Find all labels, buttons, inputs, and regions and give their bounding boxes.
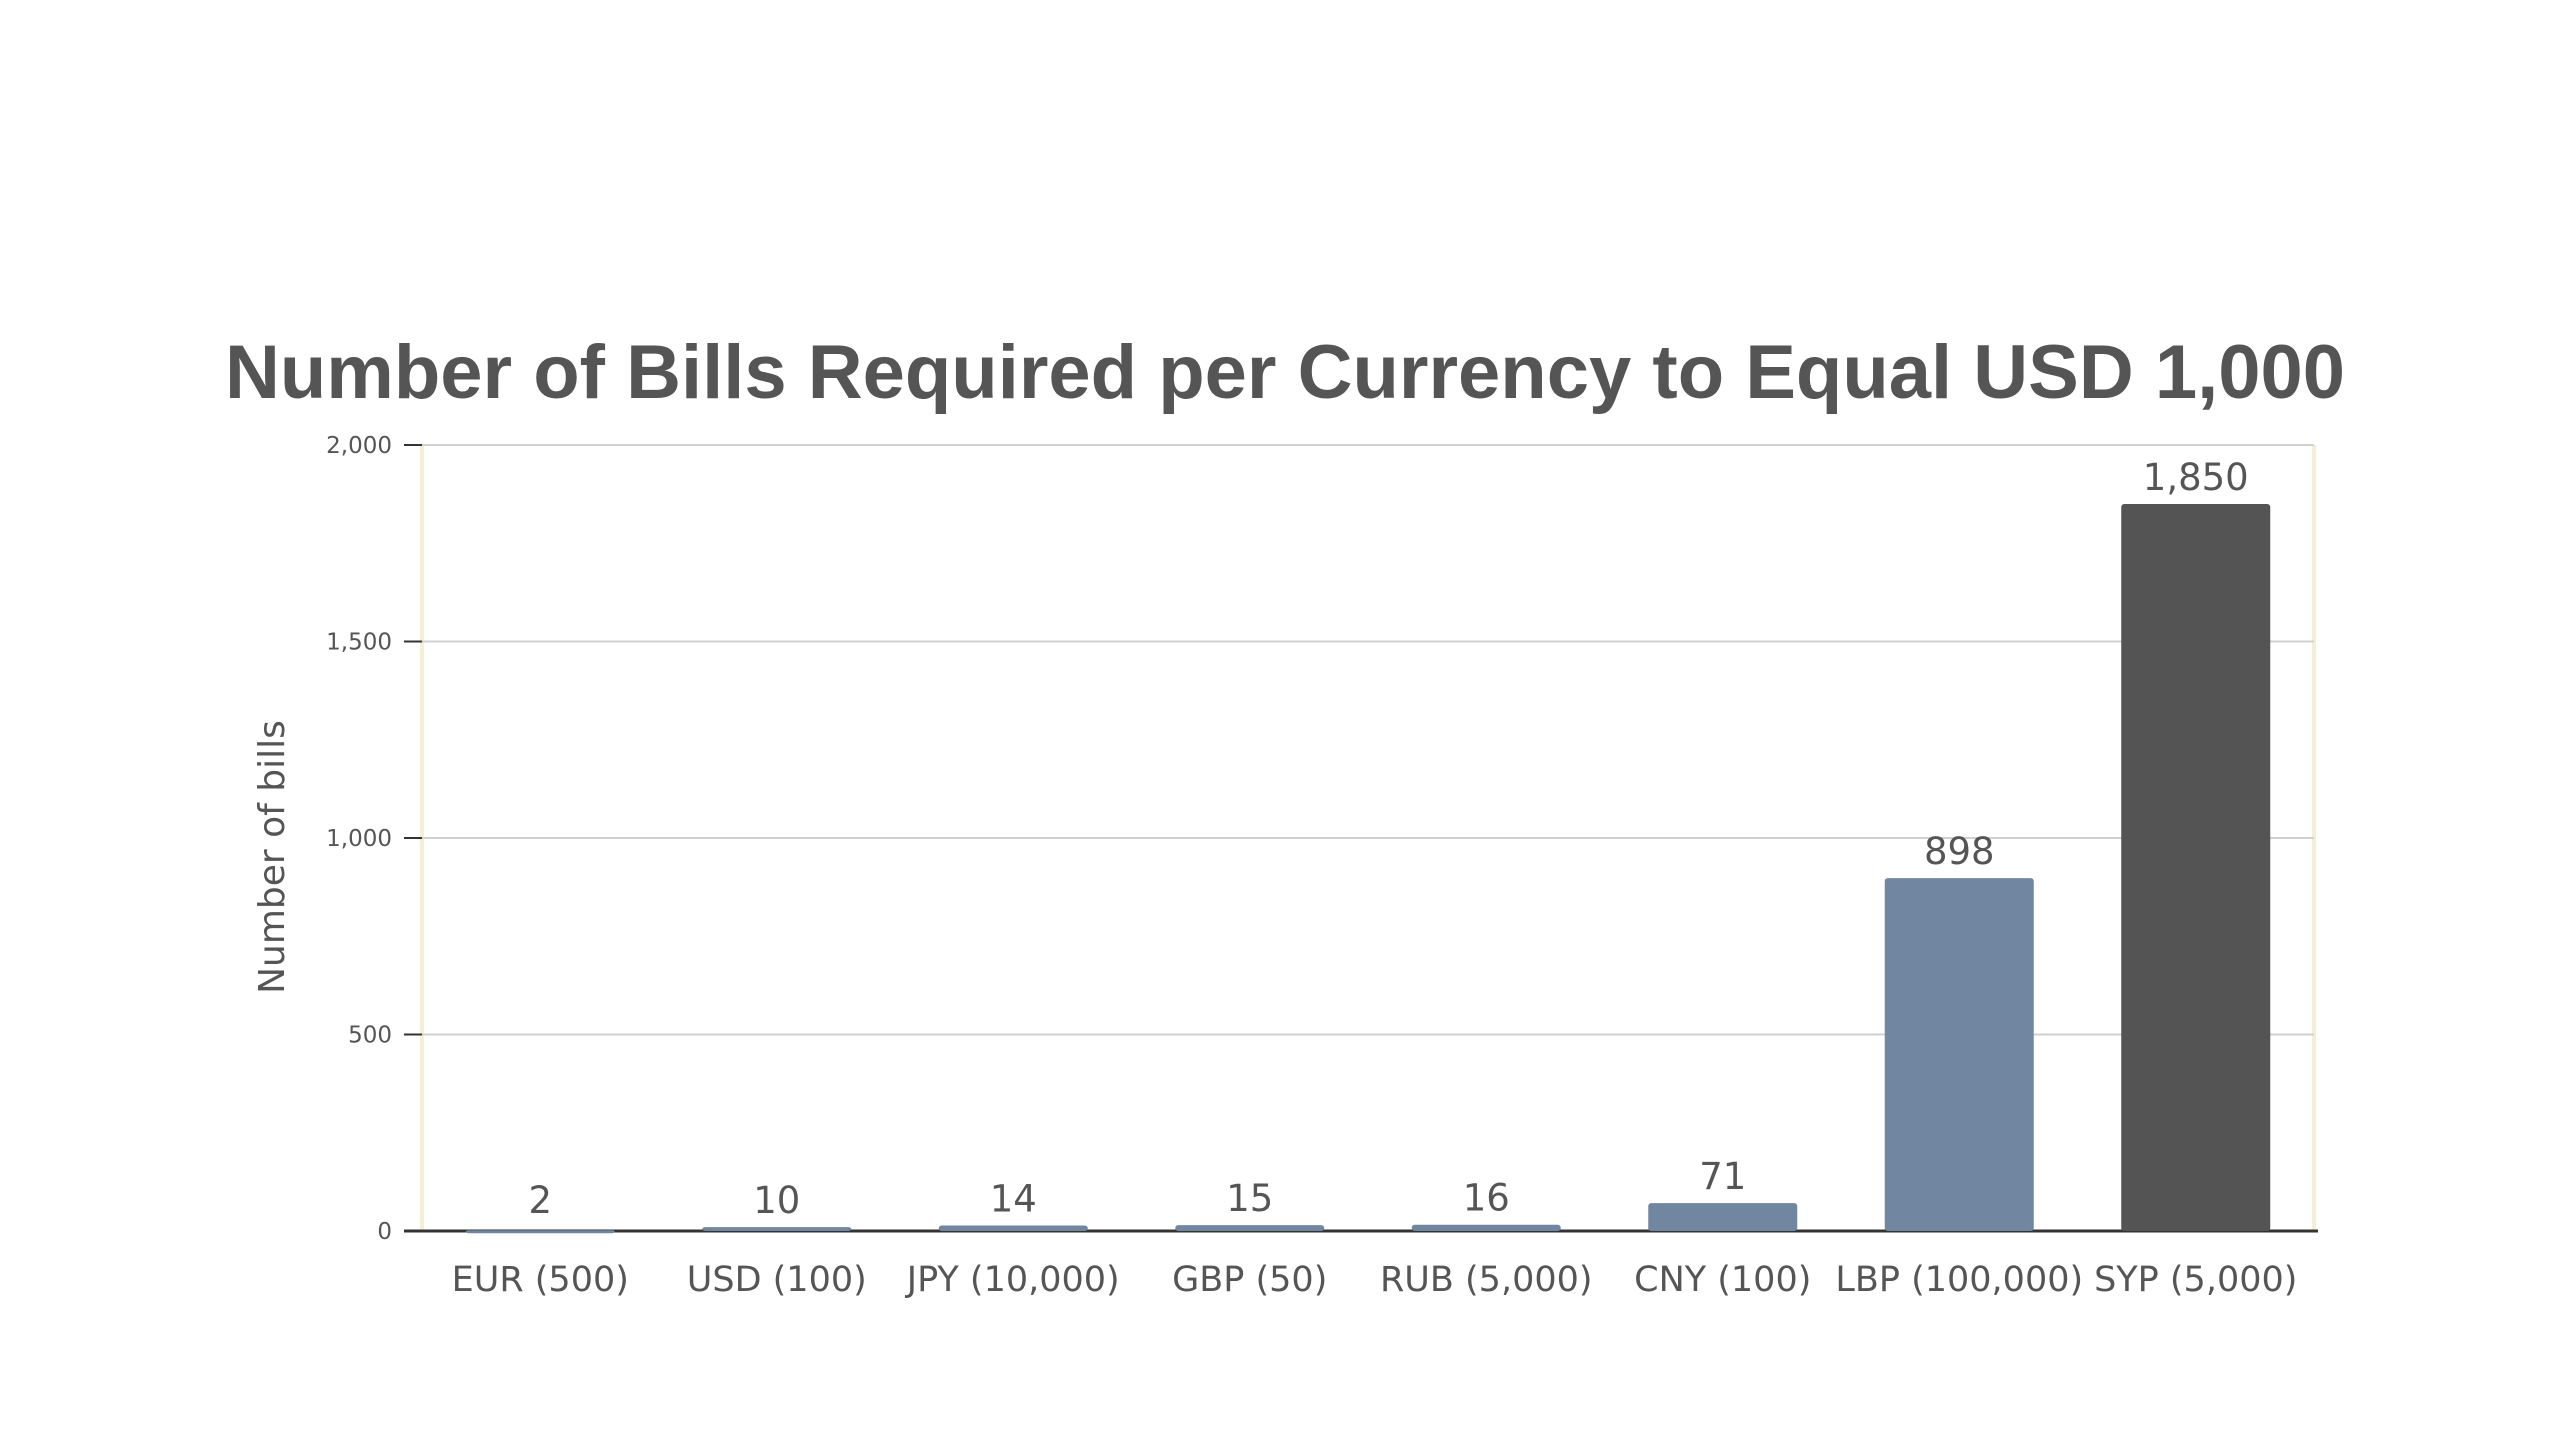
chart-title: Number of Bills Required per Currency to… [225,330,2345,415]
x-tick-label: JPY (10,000) [905,1260,1120,1300]
data-label: 71 [1699,1155,1746,1198]
y-axis-label: Number of bills [252,720,293,994]
y-tick-label: 1,000 [326,826,392,852]
data-label: 1,850 [2143,456,2249,499]
bar [702,1227,852,1231]
y-tick-label: 0 [377,1219,392,1245]
bar [938,1225,1088,1231]
x-tick-label: SYP (5,000) [2094,1260,2297,1300]
data-label: 10 [753,1179,800,1222]
y-tick-label: 1,500 [326,630,392,656]
bar [1648,1203,1798,1231]
bar [1175,1225,1325,1231]
y-tick-label: 500 [348,1023,392,1049]
data-label: 16 [1463,1177,1510,1220]
y-tick-label: 2,000 [326,433,392,459]
x-tick-label: USD (100) [687,1260,867,1300]
x-tick-label: GBP (50) [1172,1260,1327,1300]
x-tick-label: EUR (500) [452,1260,629,1300]
bar [465,1230,615,1234]
data-label: 14 [990,1177,1037,1220]
data-label: 15 [1226,1177,1273,1220]
data-label: 2 [528,1179,552,1222]
bar [2121,503,2271,1231]
x-tick-label: LBP (100,000) [1835,1260,2083,1300]
data-label: 898 [1924,830,1995,873]
bar [1884,878,2034,1231]
x-tick-label: RUB (5,000) [1380,1260,1593,1300]
bar [1411,1224,1561,1231]
x-tick-label: CNY (100) [1634,1260,1811,1300]
